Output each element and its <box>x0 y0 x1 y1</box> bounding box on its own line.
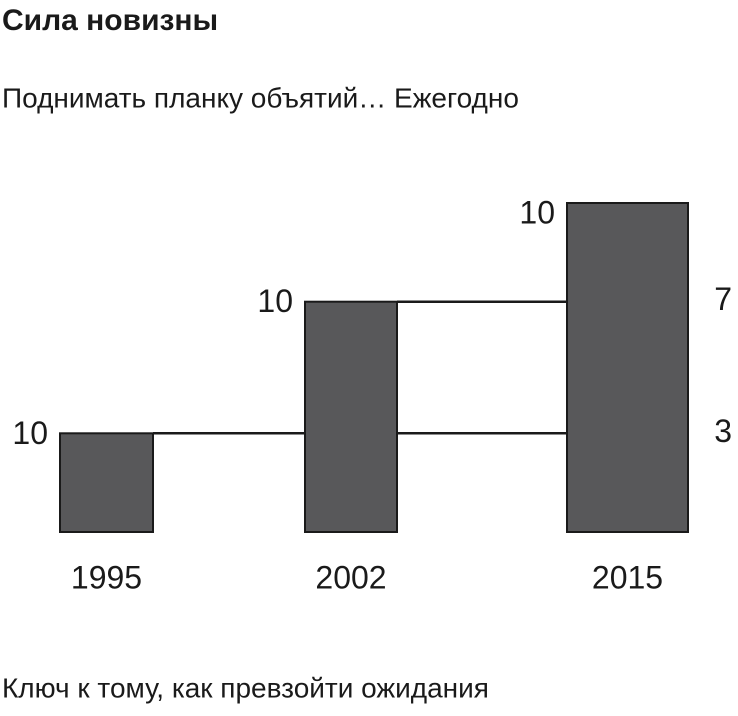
x-tick-label: 2015 <box>592 559 663 595</box>
level-label: 3 <box>714 413 732 449</box>
x-tick-label: 2002 <box>315 559 386 595</box>
bar-label: 10 <box>257 283 293 319</box>
level-label: 7 <box>714 281 732 317</box>
caption: Ключ к тому, как превзойти ожидания <box>2 672 489 703</box>
chart-subtitle: Поднимать планку объятий… Ежегодно <box>2 82 519 113</box>
chart-title: Сила новизны <box>2 4 218 37</box>
bar-label: 10 <box>12 415 48 451</box>
bar <box>59 432 154 533</box>
bar <box>566 202 689 533</box>
bar-label: 10 <box>519 194 555 230</box>
bar <box>304 300 398 534</box>
x-tick-label: 1995 <box>71 559 142 595</box>
